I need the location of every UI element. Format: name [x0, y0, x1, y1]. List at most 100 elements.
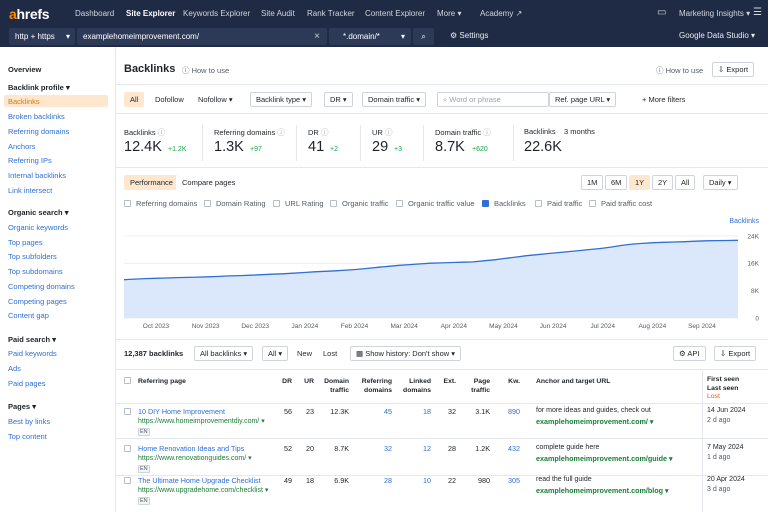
sidebar-item-top-content[interactable]: Top content [8, 432, 47, 441]
sidebar-item-referring-domains[interactable]: Referring domains [8, 127, 70, 136]
col-linked-domains[interactable]: Linked domains [403, 378, 431, 394]
col-anchor[interactable]: Anchor and target URL [536, 378, 611, 385]
checkbox-paid-traffic[interactable] [535, 200, 542, 207]
sidebar-item-anchors[interactable]: Anchors [8, 142, 36, 151]
mode-select[interactable]: *.domain/* ▾ [329, 28, 411, 45]
row-url-link[interactable]: https://www.upgradehome.com/checklist ▾ [138, 487, 269, 494]
protocol-select[interactable]: http + https ▾ [9, 28, 75, 45]
ref-page-url-select[interactable]: Ref. page URL ▾ [549, 92, 617, 107]
col-referring-page[interactable]: Referring page [138, 378, 186, 385]
stat-dr-value[interactable]: 41 [308, 139, 325, 155]
sidebar-item-backlinks[interactable]: Backlinks [8, 97, 40, 106]
nav-content-explorer[interactable]: Content Explorer [365, 9, 426, 18]
checkbox-referring-domains[interactable] [124, 200, 131, 207]
stat-domain-traffic-value[interactable]: 8.7K [435, 139, 465, 155]
sidebar-item-paid-keywords[interactable]: Paid keywords [8, 349, 57, 358]
tab-compare-pages[interactable]: Compare pages [176, 175, 242, 190]
col-kw[interactable]: Kw. [508, 378, 520, 385]
how-to-use-link[interactable]: ⓘ How to use [182, 66, 230, 75]
cell-kw[interactable]: 305 [508, 476, 520, 485]
row-url-link[interactable]: https://www.homeimprovementdiy.com/ ▾ [138, 418, 265, 425]
cell-referring-domains[interactable]: 28 [384, 476, 392, 485]
api-button[interactable]: ⚙ API [673, 346, 706, 361]
range-6m[interactable]: 6M [605, 175, 628, 190]
select-all-checkbox[interactable] [124, 377, 131, 384]
filter-dr[interactable]: DR ▾ [324, 92, 353, 107]
range-1m[interactable]: 1M [581, 175, 604, 190]
cell-referring-domains[interactable]: 32 [384, 444, 392, 453]
cell-linked-domains[interactable]: 10 [423, 476, 431, 485]
range-2y[interactable]: 2Y [652, 175, 674, 190]
nav-site-explorer[interactable]: Site Explorer [126, 9, 176, 18]
cell-linked-domains[interactable]: 18 [423, 407, 431, 416]
nav-rank-tracker[interactable]: Rank Tracker [307, 9, 355, 18]
sidebar-section-organic-search[interactable]: Organic search ▾ [8, 208, 69, 217]
ahrefs-logo[interactable]: ahrefs [9, 6, 50, 22]
checkbox-domain-rating[interactable] [204, 200, 211, 207]
more-filters-button[interactable]: + More filters [636, 92, 692, 107]
filter-domain-traffic[interactable]: Domain traffic ▾ [362, 92, 426, 107]
tab-performance[interactable]: Performance [124, 175, 179, 190]
settings-link[interactable]: ⚙ Settings [450, 31, 489, 40]
row-checkbox[interactable] [124, 408, 131, 415]
row-checkbox[interactable] [124, 445, 131, 452]
search-input[interactable]: ⌕ Word or phrase [437, 92, 549, 107]
sidebar-item-competing-pages[interactable]: Competing pages [8, 297, 67, 306]
clear-icon[interactable]: × [314, 31, 320, 42]
sidebar-item-link-intersect[interactable]: Link intersect [8, 186, 53, 195]
show-history-select[interactable]: ▦ Show history: Don't show ▾ [350, 346, 462, 361]
col-domain-traffic[interactable]: Domain traffic [324, 378, 349, 394]
sidebar-item-broken-backlinks[interactable]: Broken backlinks [8, 112, 65, 121]
sidebar-item-top-subdomains[interactable]: Top subdomains [8, 267, 63, 276]
nav-site-audit[interactable]: Site Audit [261, 9, 295, 18]
sidebar-item-paid-pages[interactable]: Paid pages [8, 379, 46, 388]
target-url-input[interactable]: examplehomeimprovement.com/× [77, 28, 327, 45]
filter-nofollow[interactable]: Nofollow ▾ [192, 92, 239, 107]
filter-all[interactable]: All [124, 92, 145, 107]
state-new[interactable]: New [297, 349, 313, 358]
sidebar-item-top-subfolders[interactable]: Top subfolders [8, 252, 57, 261]
nav-keywords-explorer[interactable]: Keywords Explorer [183, 9, 251, 18]
sidebar-section-pages[interactable]: Pages ▾ [8, 402, 36, 411]
col-ur[interactable]: UR [304, 378, 314, 385]
checkbox-paid-traffic-cost[interactable] [589, 200, 596, 207]
sidebar-section-paid-search[interactable]: Paid search ▾ [8, 335, 56, 344]
sidebar-overview[interactable]: Overview [8, 65, 42, 74]
export-button[interactable]: ⇩ Export [714, 346, 757, 361]
google-data-studio-link[interactable]: Google Data Studio ▾ [679, 31, 756, 40]
stat-backlinks-value[interactable]: 12.4K [124, 139, 162, 155]
checkbox-backlinks[interactable] [482, 200, 489, 207]
sidebar-section-backlink-profile[interactable]: Backlink profile ▾ [8, 83, 70, 92]
state-all-select[interactable]: All ▾ [262, 346, 289, 361]
nav-academy[interactable]: Academy ↗ [480, 9, 523, 18]
stat-backlinks-3m-value[interactable]: 22.6K [524, 139, 562, 155]
row-title-link[interactable]: Home Renovation Ideas and Tips [138, 444, 245, 453]
backlinks-chart[interactable]: Backlinks 24K 16K 8K 0 Oct 2023 Nov 2023 Dec 2… [116, 213, 768, 338]
checkbox-organic-traffic-value[interactable] [396, 200, 403, 207]
cell-kw[interactable]: 432 [508, 444, 520, 453]
col-first-last-seen[interactable]: First seen Last seen Lost [707, 376, 740, 400]
how-to-use-link-right[interactable]: ⓘ How to use [656, 66, 704, 75]
sidebar-item-top-pages[interactable]: Top pages [8, 238, 43, 247]
sidebar-item-ads[interactable]: Ads [8, 364, 21, 373]
checkbox-organic-traffic[interactable] [330, 200, 337, 207]
search-button[interactable]: ⌕ [413, 28, 434, 45]
col-ext[interactable]: Ext. [443, 378, 456, 385]
range-1y[interactable]: 1Y [629, 175, 651, 190]
cell-referring-domains[interactable]: 45 [384, 407, 392, 416]
row-title-link[interactable]: 10 DIY Home Improvement [138, 407, 225, 416]
cell-target-url[interactable]: examplehomeimprovement.com/ ▾ [536, 417, 654, 426]
cell-kw[interactable]: 890 [508, 407, 520, 416]
sidebar-item-best-by-links[interactable]: Best by links [8, 417, 51, 426]
row-title-link[interactable]: The Ultimate Home Upgrade Checklist [138, 476, 261, 485]
stat-referring-domains-value[interactable]: 1.3K [214, 139, 244, 155]
col-page-traffic[interactable]: Page traffic [471, 378, 490, 394]
export-button-header[interactable]: ⇩ Export [712, 62, 755, 77]
sidebar-item-competing-domains[interactable]: Competing domains [8, 282, 75, 291]
cell-target-url[interactable]: examplehomeimprovement.com/guide ▾ [536, 454, 673, 463]
row-url-link[interactable]: https://www.renovationguides.com/ ▾ [138, 455, 252, 462]
nav-more[interactable]: More ▾ [437, 9, 462, 18]
row-checkbox[interactable] [124, 477, 131, 484]
granularity-select[interactable]: Daily ▾ [703, 175, 738, 190]
col-dr[interactable]: DR [282, 378, 292, 385]
